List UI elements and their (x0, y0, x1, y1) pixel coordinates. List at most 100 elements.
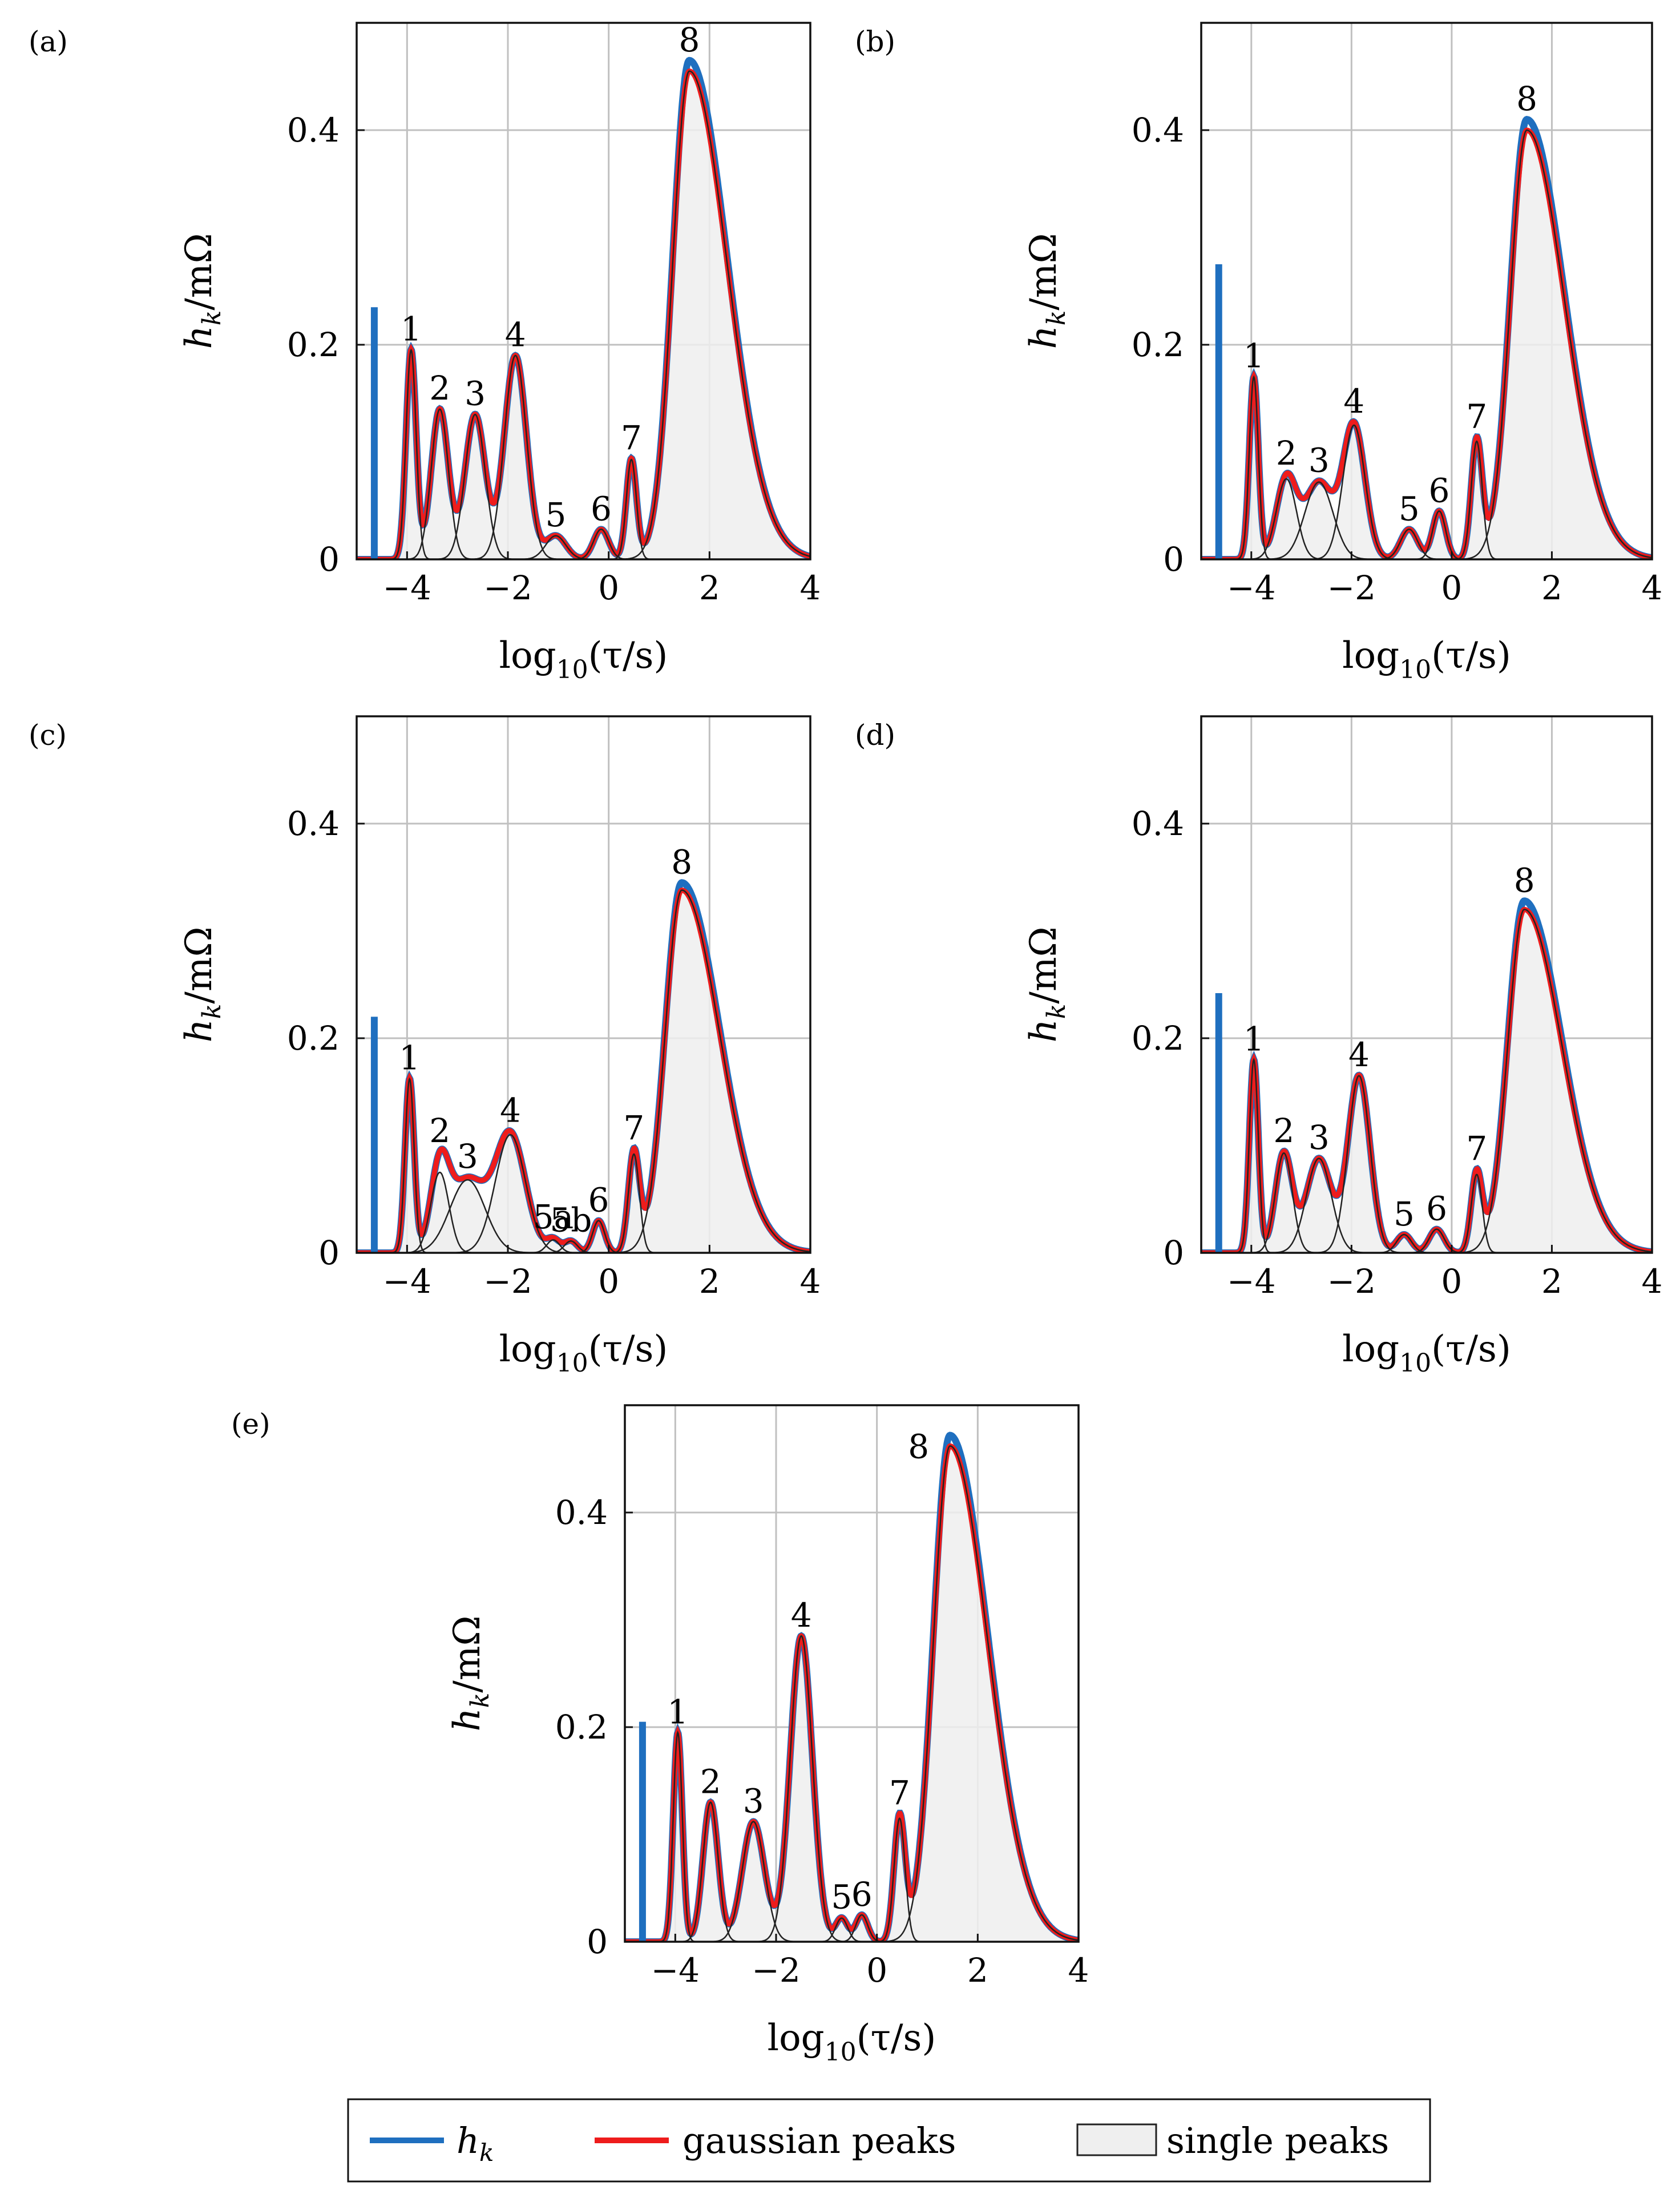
peak-label: 5 (545, 495, 566, 534)
peak-label: 1 (1243, 337, 1265, 376)
single-peak-outline (1201, 909, 1652, 1253)
peak-label: 6 (588, 1181, 609, 1220)
axes-frame (356, 715, 811, 1254)
x-axis-label: log10(τ/s) (499, 635, 668, 684)
y-tick-label: 0.4 (287, 111, 340, 150)
peak-label: 7 (1466, 1129, 1487, 1168)
y-tick-label: 0.4 (1132, 804, 1184, 843)
plot-area (625, 1431, 1079, 1942)
peak-label: 2 (429, 369, 450, 408)
single-peak-fill (1201, 909, 1652, 1253)
single-peak-outline (357, 1179, 810, 1253)
peak-label: 2 (700, 1762, 721, 1801)
single-peak-fill (625, 1446, 1079, 1942)
panel-label: (a) (29, 25, 68, 58)
x-tick-label: 2 (967, 1951, 988, 1990)
y-axis-label: hk/mΩ (1023, 926, 1071, 1042)
axes-frame (356, 22, 811, 560)
peak-label: 5 (831, 1878, 852, 1917)
peak-label: 8 (1514, 861, 1535, 900)
y-tick-label: 0.4 (287, 804, 340, 843)
peak-label: 5 (1394, 1195, 1415, 1233)
y-tick-label: 0 (1163, 540, 1184, 579)
single-peak-outline (357, 529, 810, 559)
peak-label: 8 (908, 1427, 929, 1466)
peak-label: 6 (1428, 471, 1449, 510)
peak-label: 7 (1466, 397, 1487, 435)
peak-label: 4 (500, 1091, 521, 1130)
axes-frame (624, 1404, 1080, 1943)
single-peak-outline (1201, 1228, 1652, 1253)
x-tick-label: 0 (598, 1262, 619, 1301)
x-axis-label: log10(τ/s) (499, 1328, 668, 1378)
single-peak-fill (357, 1180, 810, 1253)
legend-gaussian-label: gaussian peaks (682, 2120, 956, 2161)
x-axis-label: log10(τ/s) (1342, 635, 1511, 684)
single-peak-fill (1201, 482, 1652, 559)
x-tick-label: −2 (752, 1951, 801, 1990)
x-tick-label: 4 (800, 568, 821, 607)
single-peak-outline (357, 1171, 810, 1253)
panel-label: (e) (231, 1408, 270, 1441)
x-tick-label: −4 (383, 568, 432, 607)
peak-label: 2 (429, 1111, 450, 1150)
y-tick-label: 0.2 (555, 1708, 608, 1747)
single-peak-outline (1201, 1152, 1652, 1253)
peak-label: 2 (1273, 1111, 1294, 1150)
single-peak-fill (1201, 1158, 1652, 1253)
y-axis-label: hk/mΩ (446, 1615, 495, 1731)
single-peak-outline (357, 889, 810, 1253)
peak-label: 7 (621, 418, 642, 457)
peak-label: 7 (623, 1108, 644, 1147)
panel-label: (b) (855, 25, 895, 58)
single-peak-fill (1201, 479, 1652, 559)
peak-label: 3 (1309, 441, 1330, 479)
y-tick-label: 0.2 (1132, 1019, 1184, 1058)
y-tick-label: 0 (318, 540, 340, 579)
single-peak-outline (1201, 478, 1652, 559)
y-tick-label: 0.2 (287, 325, 340, 364)
y-axis-label: hk/mΩ (178, 233, 227, 349)
legend: hk gaussian peaks single peaks (347, 2098, 1431, 2183)
single-peak-outline (1201, 510, 1652, 559)
peak-label: 3 (743, 1781, 764, 1820)
single-peak-fill (625, 1821, 1079, 1942)
legend-frame (347, 2098, 1431, 2183)
peak-label: 2 (1276, 434, 1297, 473)
peak-label: 6 (1426, 1189, 1447, 1228)
y-tick-label: 0 (1163, 1233, 1184, 1272)
peak-label: 4 (1343, 382, 1364, 421)
peak-label: 5b (550, 1201, 592, 1240)
y-tick-label: 0 (587, 1922, 608, 1961)
x-axis-label: log10(τ/s) (1342, 1328, 1511, 1378)
x-tick-label: 0 (1441, 1262, 1462, 1301)
x-tick-label: 2 (699, 1262, 720, 1301)
y-axis-label: hk/mΩ (178, 926, 227, 1042)
single-peak-outline (357, 1220, 810, 1253)
chart-panel: (c)−4 −2 0 2 400.20.4log10(τ/s)hk/mΩ12345a5b… (29, 715, 821, 1378)
peak-label: 1 (401, 309, 422, 348)
peak-label: 3 (457, 1137, 478, 1176)
x-tick-label: −2 (483, 1262, 532, 1301)
single-peak-outline (625, 1801, 1079, 1942)
x-tick-label: −4 (383, 1262, 432, 1301)
single-peak-outline (1201, 529, 1652, 559)
y-tick-label: 0.2 (287, 1019, 340, 1058)
y-axis-label: hk/mΩ (1023, 233, 1071, 349)
single-peak-fill (357, 890, 810, 1253)
x-tick-label: −4 (1227, 1262, 1276, 1301)
single-peak-outline (357, 70, 810, 559)
x-tick-label: −2 (483, 568, 532, 607)
plot-area (357, 879, 810, 1253)
legend-single-swatch (1076, 2123, 1157, 2156)
single-peak-fill (357, 71, 810, 559)
x-tick-label: 4 (1068, 1951, 1089, 1990)
x-axis-label: log10(τ/s) (768, 2017, 936, 2067)
peak-label: 4 (505, 316, 526, 354)
single-peak-outline (1201, 129, 1652, 559)
